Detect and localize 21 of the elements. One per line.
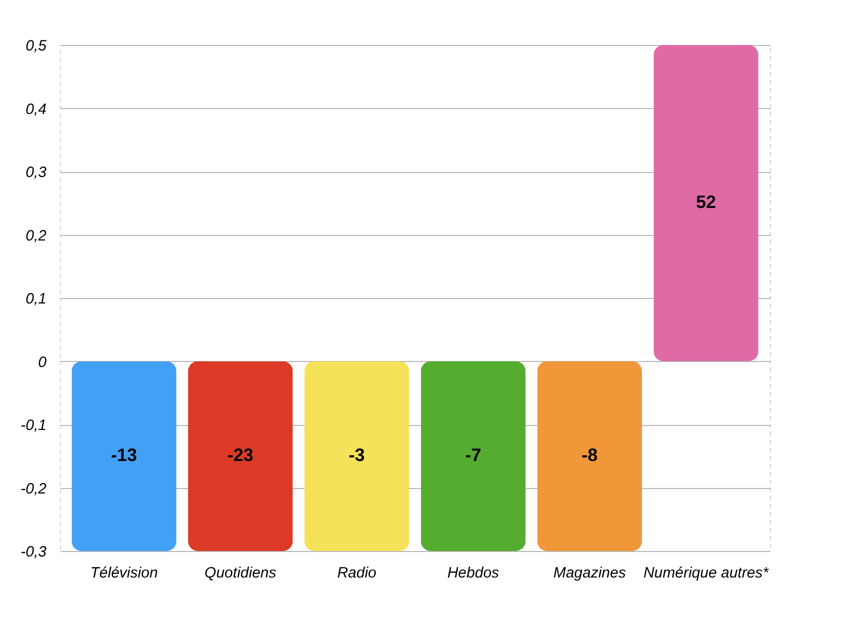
annotation: -23 (227, 445, 254, 466)
y-tick-label: 0,3 (26, 164, 48, 181)
y-tick-label: 0,1 (26, 290, 46, 308)
y-tick-label: 0,4 (26, 100, 46, 118)
x-tick-label: Numérique autres* (643, 564, 770, 582)
annotation: -3 (348, 445, 365, 466)
x-tick-label: Radio (337, 564, 376, 582)
annotation: -13 (111, 445, 138, 466)
x-tick-label: Quotidiens (204, 564, 277, 582)
y-tick-label: 0 (38, 354, 48, 371)
annotation: -8 (582, 445, 598, 466)
annotation: 52 (696, 192, 716, 212)
annotation: -7 (465, 445, 482, 466)
x-tick-label: Télévision (90, 564, 158, 582)
y-tick-label: -0,1 (20, 417, 46, 434)
x-tick-label: Hebdos (447, 564, 500, 582)
y-tick-label: -0,2 (20, 480, 48, 498)
y-tick-label: 0,5 (26, 38, 48, 54)
y-tick-label: 0,2 (26, 227, 48, 244)
y-tick-label: -0,3 (20, 544, 48, 560)
x-tick-label: Magazines (553, 564, 626, 582)
